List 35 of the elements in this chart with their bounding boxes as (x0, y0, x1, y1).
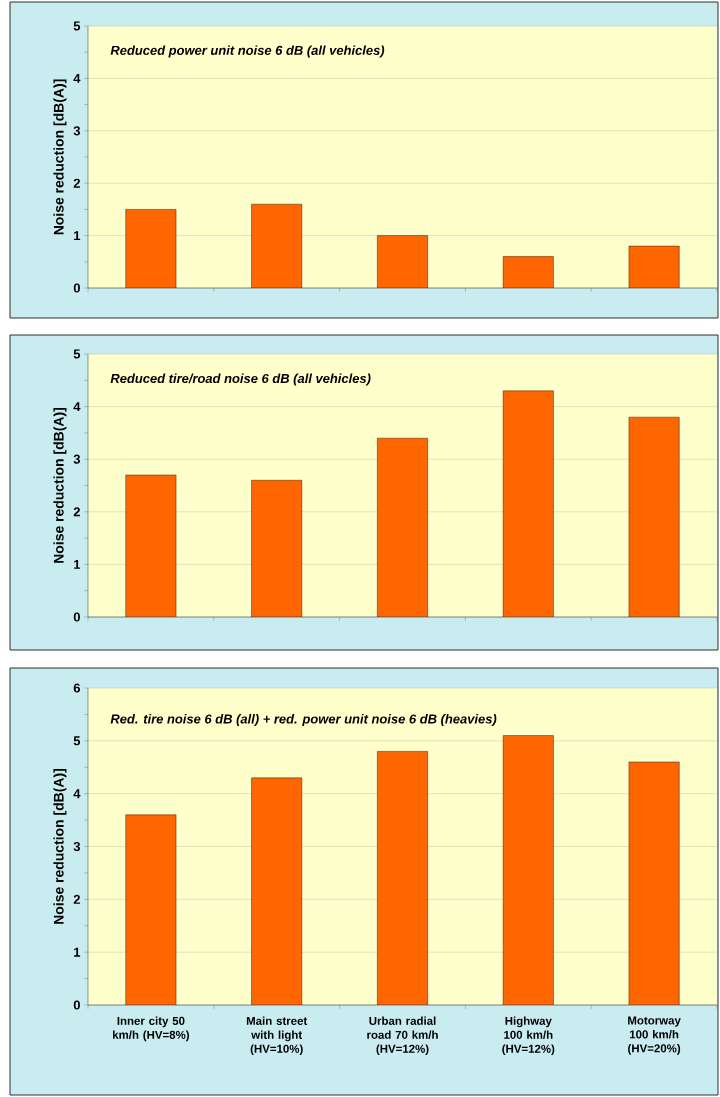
bar (377, 235, 428, 288)
y-tick-label: 2 (73, 178, 80, 188)
bar (502, 256, 554, 288)
y-tick-label: 4 (73, 73, 81, 83)
y-tick-label: 0 (73, 1000, 80, 1010)
y-tick-label: 1 (74, 947, 81, 957)
y-axis-title: Noise reduction [dB(A)] (53, 79, 67, 235)
x-tick-label: Motorway 100 km/h (HV=20%) (628, 1016, 681, 1055)
x-tick-label: Inner city 50 km/h (HV=8%) (113, 1016, 189, 1042)
bar (628, 245, 680, 288)
y-tick-label: 3 (73, 841, 81, 852)
y-tick-label: 1 (74, 559, 81, 569)
x-tick-label: Urban radial road 70 km/h (HV=12%) (367, 1016, 438, 1056)
y-tick-label: 4 (73, 402, 81, 412)
text: Red. tire noise 6 dB (all) + red. power unit noise 6 dB (heavies) (110, 714, 497, 727)
y-tick-label: 5 (73, 21, 81, 31)
y-tick-label: 3 (73, 126, 81, 136)
y-tick-label: 1 (74, 231, 81, 241)
bar (125, 209, 177, 288)
y-tick-label: 5 (73, 349, 81, 359)
y-tick-label: 0 (73, 283, 80, 293)
y-tick-label: 4 (73, 789, 81, 799)
text: Reduced tire/road noise 6 dB (all vehicles) (110, 373, 371, 386)
y-axis-title: Noise reduction [dB(A)] (53, 408, 67, 563)
y-tick-label: 2 (73, 507, 80, 517)
y-axis-title: Noise reduction [dB(A)] (53, 769, 67, 924)
y-tick-label: 5 (73, 736, 81, 746)
y-tick-label: 6 (73, 683, 81, 693)
y-tick-label: 0 (73, 612, 80, 622)
x-tick-label: Main street with light (HV=10%) (246, 1016, 308, 1056)
bar (251, 203, 303, 288)
y-tick-label: 2 (73, 894, 80, 904)
y-tick-label: 3 (73, 454, 81, 464)
x-tick-label: Highway 100 km/h (HV=12%) (502, 1016, 555, 1056)
text: Reduced power unit noise 6 dB (all vehicles) (110, 45, 385, 58)
